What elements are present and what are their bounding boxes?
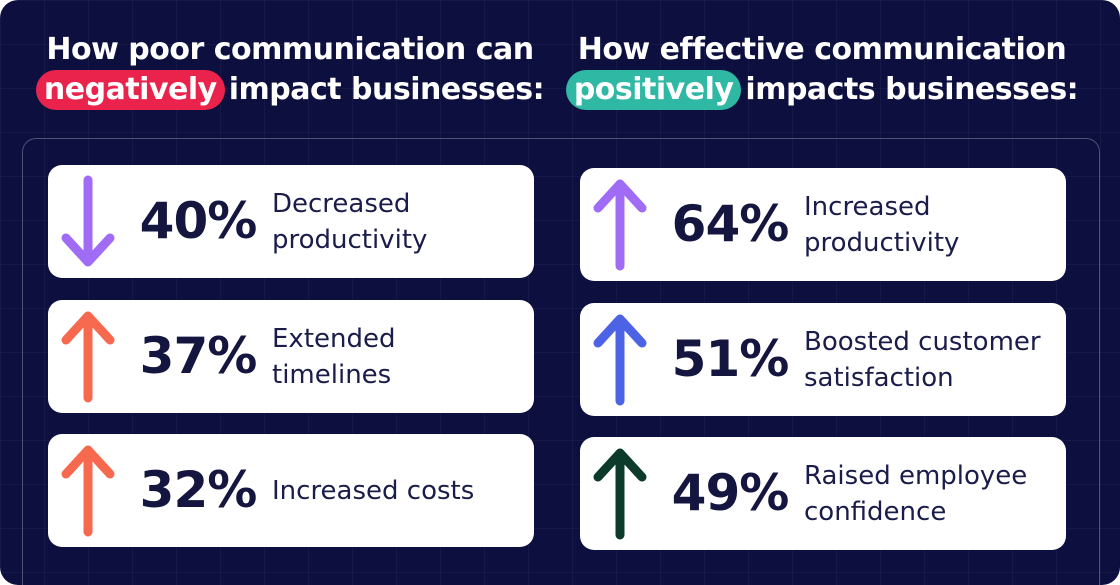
heading-line: positively impacts businesses: xyxy=(552,70,1092,110)
label-line: Boosted customer xyxy=(804,326,1041,357)
arrow-icon xyxy=(61,175,115,267)
arrow-icon xyxy=(593,448,647,540)
label-line: productivity xyxy=(804,227,960,258)
stat-label: Increased costs xyxy=(272,434,474,547)
stat-card: 49% Raised employee confidence xyxy=(580,437,1066,550)
stat-label: Raised employee confidence xyxy=(804,437,1027,550)
stat-label: Increased productivity xyxy=(804,168,959,281)
stat-label: Decreased productivity xyxy=(272,165,427,278)
heading: How effective communication positively imp… xyxy=(552,30,1092,110)
heading-line: negatively impact businesses: xyxy=(20,70,560,110)
heading-line: How poor communication can xyxy=(46,32,534,67)
highlight: positively xyxy=(565,70,742,110)
arrow-icon xyxy=(61,311,115,403)
heading-rest: impacts businesses: xyxy=(745,72,1079,107)
percent: 40% xyxy=(139,192,258,250)
stat-card: 64% Increased productivity xyxy=(580,168,1066,281)
heading-rest: impact businesses: xyxy=(228,72,545,107)
percent: 49% xyxy=(671,464,790,522)
label-line: satisfaction xyxy=(804,362,954,393)
arrow-icon xyxy=(593,314,647,406)
label-line: Extended xyxy=(272,323,396,354)
label-line: Increased xyxy=(804,191,931,222)
heading-line: How effective communication xyxy=(577,32,1067,67)
label-line: Raised employee xyxy=(804,460,1028,491)
label-line: timelines xyxy=(272,359,392,390)
percent: 64% xyxy=(671,195,790,253)
arrow-icon xyxy=(593,179,647,271)
percent: 32% xyxy=(139,461,258,519)
stat-card: 32% Increased costs xyxy=(48,434,534,547)
label-line: Increased costs xyxy=(272,475,475,506)
panel xyxy=(22,138,1100,585)
stat-label: Boosted customer satisfaction xyxy=(804,303,1041,416)
label-line: confidence xyxy=(804,496,947,527)
heading: How poor communication can negatively impa… xyxy=(20,30,560,110)
label-line: Decreased xyxy=(272,188,411,219)
arrow-icon xyxy=(61,445,115,537)
percent: 51% xyxy=(671,330,790,388)
percent: 37% xyxy=(139,327,258,385)
stat-card: 40% Decreased productivity xyxy=(48,165,534,278)
stat-card: 37% Extended timelines xyxy=(48,300,534,413)
stat-card: 51% Boosted customer satisfaction xyxy=(580,303,1066,416)
highlight: negatively xyxy=(35,70,225,110)
label-line: productivity xyxy=(272,224,428,255)
stat-label: Extended timelines xyxy=(272,300,396,413)
